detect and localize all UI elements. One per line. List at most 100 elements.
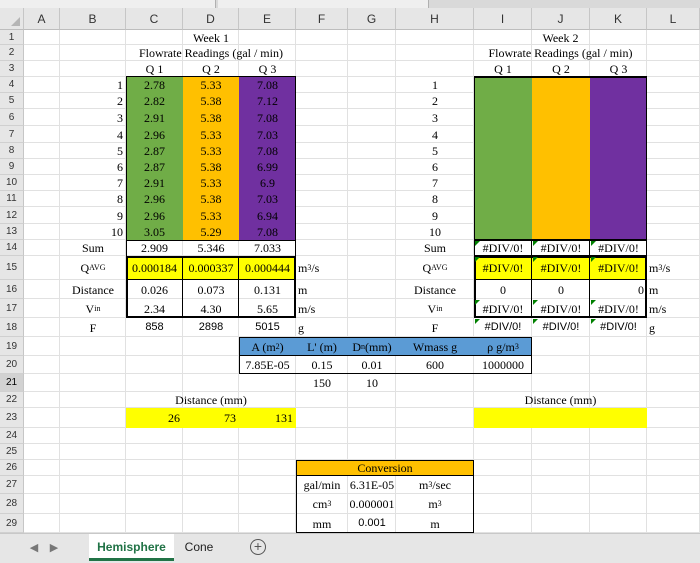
week2-q-header[interactable]: Q 1 [494,62,512,76]
week2-row-number[interactable]: 9 [432,208,438,223]
week2-reading-column[interactable] [590,77,647,240]
conversion-to[interactable]: m 3/sec [396,476,474,494]
week1-qavg[interactable]: 0.000337 [183,256,239,280]
week2-row-number[interactable]: 1 [432,78,438,92]
week1-sum[interactable]: 7.033 [254,241,281,255]
week2-f-label[interactable]: F [431,320,439,335]
week2-vin[interactable]: #DIV/0! [598,301,639,316]
week1-distance-mm-label[interactable]: Distance (mm) [175,393,247,407]
week1-q-header[interactable]: Q 1 [145,62,164,76]
week2-vin[interactable]: #DIV/0! [482,301,524,316]
week1-qavg[interactable]: 0.000184 [126,256,183,280]
param-lprime-mm[interactable]: 150 [313,376,331,390]
select-all-corner[interactable] [0,8,24,30]
week1-reading-q2[interactable]: 5.33 [183,126,239,143]
week1-row-number[interactable]: 7 [117,176,123,190]
week1-row-number[interactable]: 6 [117,160,123,174]
week1-row-number[interactable]: 4 [117,127,123,142]
column-header-h[interactable]: H [396,8,474,30]
week1-reading-q3[interactable]: 7.08 [239,224,296,240]
week2-sum[interactable]: #DIV/0! [540,241,582,255]
row-header-20[interactable]: 20 [0,356,24,374]
week1-q-header[interactable]: Q 3 [258,62,277,76]
row-header-16[interactable]: 16 [0,280,24,299]
param-dn-mm[interactable]: 10 [366,376,378,390]
param-area[interactable]: 7.85E-05 [245,358,290,372]
worksheet-grid[interactable]: A B C D E F G H I J K L 1 2 3 4 5 6 7 8 9 10 11 12 13 14 15 16 17 18 1… [0,8,700,533]
param-header-wmass[interactable]: Wmass g [396,337,474,356]
week1-reading-q2[interactable]: 5.33 [183,207,239,224]
week1-reading-q2[interactable]: 5.38 [183,109,239,126]
column-header-i[interactable]: I [474,8,532,30]
week1-reading-q3[interactable]: 7.08 [239,77,296,93]
week2-f[interactable]: #DIV/0! [542,321,580,333]
week1-distance-mm[interactable]: 26 [126,408,183,428]
week1-qavg[interactable]: 0.000444 [239,256,296,280]
week1-f-label[interactable]: F [89,320,97,335]
week2-vin-unit[interactable]: m/s [649,301,667,316]
week1-reading-q1[interactable]: 2.91 [126,175,183,191]
week1-f-unit[interactable]: g [298,320,304,335]
week1-sum-label[interactable]: Sum [81,241,104,255]
week2-row-number[interactable]: 3 [432,110,438,125]
column-header-k[interactable]: K [590,8,647,30]
column-header-d[interactable]: D [183,8,239,30]
param-lprime[interactable]: 0.15 [311,358,333,372]
week2-row-number[interactable]: 8 [432,192,438,206]
row-header-2[interactable]: 2 [0,45,24,61]
add-sheet-icon[interactable]: + [250,539,266,555]
week1-reading-q1[interactable]: 2.96 [126,191,183,207]
column-header-c[interactable]: C [126,8,183,30]
week2-vin[interactable]: #DIV/0! [540,301,582,316]
row-header-14[interactable]: 14 [0,240,24,256]
week1-distance-mm[interactable]: 73 [183,408,239,428]
week1-vin-unit[interactable]: m/s [298,301,316,316]
week1-reading-q3[interactable]: 7.08 [239,109,296,126]
row-header-9[interactable]: 9 [0,159,24,175]
week2-q-header[interactable]: Q 3 [609,62,628,76]
week2-q-header[interactable]: Q 2 [552,62,570,76]
week2-f[interactable]: #DIV/0! [600,321,637,333]
week1-reading-q1[interactable]: 2.82 [126,93,183,109]
week2-row-number[interactable]: 4 [432,127,438,142]
week1-reading-q2[interactable]: 5.33 [183,143,239,159]
week1-reading-q1[interactable]: 2.96 [126,126,183,143]
row-header-22[interactable]: 22 [0,392,24,408]
week1-title[interactable]: Week 1 [192,30,230,45]
row-header-11[interactable]: 11 [0,191,24,207]
week1-reading-q3[interactable]: 7.08 [239,143,296,159]
column-header-g[interactable]: G [348,8,396,30]
week1-distance-mm[interactable]: 131 [239,408,296,428]
week1-q-header[interactable]: Q 2 [202,62,220,76]
week1-f[interactable]: 5015 [255,321,280,333]
sheet-tab-cone[interactable]: Cone [184,540,214,554]
week1-qavg-unit[interactable]: m 3/s [296,256,348,280]
row-header-21[interactable]: 21 [0,374,24,392]
row-header-7[interactable]: 7 [0,126,24,143]
week1-subtitle[interactable]: Flowrate Readings (gal / min) [139,46,283,60]
column-header-b[interactable]: B [60,8,126,30]
week2-row-number[interactable]: 7 [432,176,438,190]
week1-reading-q3[interactable]: 6.99 [239,159,296,175]
week1-reading-q2[interactable]: 5.38 [183,159,239,175]
week1-sum[interactable]: 5.346 [197,241,225,255]
week2-distance[interactable]: 0 [500,282,506,297]
week2-sum[interactable]: #DIV/0! [482,241,524,255]
week2-qavg-label[interactable]: Q AVG [396,256,474,280]
param-header-area[interactable]: A (m 2) [239,337,296,356]
week1-distance[interactable]: 0.026 [141,282,168,297]
conversion-title[interactable]: Conversion [296,460,474,476]
week2-sum-label[interactable]: Sum [423,241,446,255]
row-header-19[interactable]: 19 [0,337,24,356]
column-header-f[interactable]: F [296,8,348,30]
conversion-from[interactable]: mm [296,514,348,533]
week2-distance-mm-empty[interactable] [474,408,647,428]
week1-distance-label[interactable]: Distance [72,282,114,297]
week2-qavg-unit[interactable]: m 3/s [647,256,700,280]
week1-row-number[interactable]: 9 [117,208,123,223]
row-header-15[interactable]: 15 [0,256,24,280]
